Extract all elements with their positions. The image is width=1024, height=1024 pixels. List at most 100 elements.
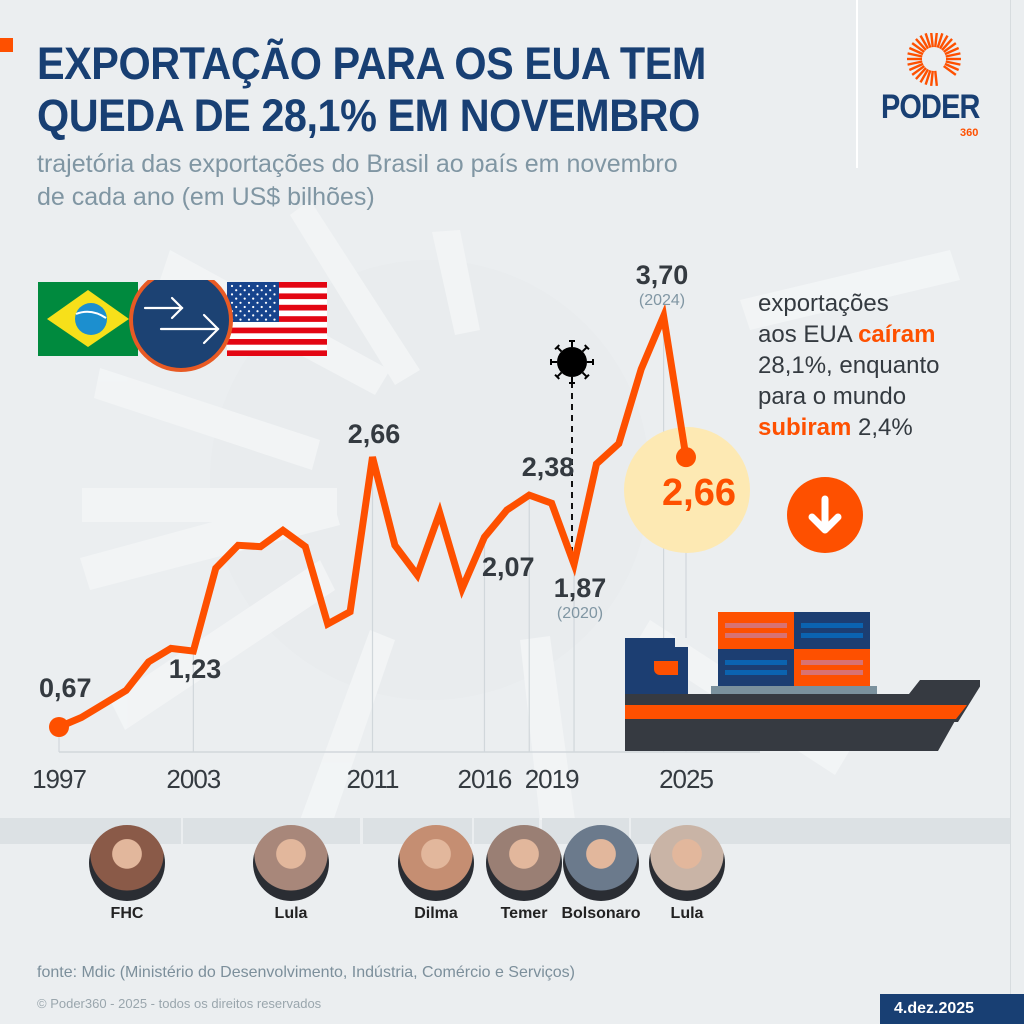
data-label-2024: 3,70: [636, 260, 689, 290]
flag-star: [243, 297, 246, 300]
president-photo-avatar: [89, 825, 165, 901]
president-name: Lula: [274, 905, 308, 922]
virus-icon: [550, 340, 594, 384]
flag-star: [264, 318, 268, 321]
flag-star: [264, 310, 268, 313]
data-label-2018: 2,38: [522, 452, 575, 482]
flag-star: [239, 301, 242, 304]
flag-star: [269, 305, 272, 309]
flag-star: [252, 305, 255, 309]
data-label-2011: 2,66: [348, 419, 401, 449]
data-label-2003: 1,23: [169, 654, 222, 684]
page-subtitle: trajetória das exportações do Brasil ao …: [37, 148, 837, 214]
data-label-2020: 1,87: [554, 573, 607, 603]
data-label-2025: 2,66: [662, 472, 736, 514]
logo-ray: [915, 67, 927, 80]
subtitle-line-2: de cada ano (em US$ bilhões): [37, 183, 375, 211]
flag-star: [264, 293, 268, 296]
flag-star: [264, 301, 268, 304]
logo-ray: [938, 35, 949, 50]
flag-star: [247, 284, 251, 288]
virus-spike-tip: [584, 344, 590, 350]
flag-star: [256, 301, 259, 304]
flag-star: [269, 314, 272, 317]
flag-star: [239, 310, 242, 313]
president-photo-avatar: [486, 825, 562, 901]
poder360-sunburst-logo-icon: [907, 33, 961, 86]
annotation-highlight-rose: subiram: [758, 414, 852, 441]
date-badge: 4.dez.2025: [880, 994, 1024, 1024]
flag-star: [256, 293, 259, 296]
president-item: Bolsonaro: [556, 825, 646, 923]
flag-star: [230, 293, 234, 296]
flag-star: [235, 289, 238, 292]
president-name: Bolsonaro: [561, 905, 641, 922]
logo-ray: [934, 70, 939, 86]
flag-star: [235, 305, 238, 309]
annotation-line: subiram 2,4%: [758, 412, 1008, 443]
data-label-1997: 0,67: [39, 673, 92, 703]
flag-star: [247, 310, 251, 313]
logo-ray: [924, 33, 932, 48]
logo-ray: [944, 46, 960, 56]
annotation-text-part: 2,4%: [851, 414, 913, 441]
logo-ray: [908, 46, 924, 56]
flag-star: [252, 314, 255, 317]
logo-ray: [929, 70, 934, 86]
logo-ray: [945, 60, 961, 66]
logo-ray: [908, 62, 924, 72]
line-chart: 1997 2003 2011 2016 2019 2025 0,67 1,23 2,66 2,0…: [32, 260, 760, 794]
flag-star: [252, 289, 255, 292]
flag-star: [239, 293, 242, 296]
logo-ray: [919, 68, 930, 83]
flag-star: [239, 284, 242, 288]
flag-star: [235, 297, 238, 300]
flag-star: [273, 310, 276, 313]
data-point-1997: [49, 717, 69, 737]
x-tick-label: 1997: [32, 764, 86, 794]
flag-star: [247, 301, 251, 304]
president-item: Temer: [479, 825, 569, 923]
logo-ray: [936, 33, 944, 48]
logo-ray: [911, 65, 925, 76]
logo-ray: [924, 70, 932, 86]
x-tick-label: 2019: [525, 764, 579, 794]
flag-star: [264, 284, 268, 288]
flag-star: [256, 310, 259, 313]
flag-star: [230, 284, 234, 288]
covid-marker: [550, 340, 594, 560]
arrow-down-icon: [787, 477, 863, 553]
president-name: Lula: [670, 905, 704, 922]
president-item: Lula: [642, 825, 732, 923]
title-accent-marker: [0, 38, 13, 52]
flag-star: [260, 297, 263, 300]
flag-star: [256, 318, 259, 321]
flag-star: [243, 305, 246, 309]
flag-star: [260, 289, 263, 292]
president-item: Lula: [246, 825, 336, 923]
logo-wordmark: PODER: [881, 88, 980, 126]
data-point-2025: [676, 447, 696, 468]
logo-ray: [943, 65, 957, 76]
virus-spike-tip: [584, 374, 590, 380]
logo-subtext: 360: [960, 127, 979, 139]
president-name: FHC: [110, 905, 144, 922]
x-tick-label: 2003: [166, 764, 220, 794]
arrows-circle-icon: [129, 280, 233, 372]
logo-ray: [907, 52, 923, 58]
president-name: Dilma: [414, 905, 458, 922]
annotation-text: exportações aos EUA caíram 28,1%, enquan…: [758, 288, 1008, 443]
flag-star: [273, 318, 276, 321]
president-photo-avatar: [398, 825, 474, 901]
flag-star: [247, 293, 251, 296]
president-name: Temer: [500, 905, 548, 922]
x-tick-label: 2016: [458, 764, 512, 794]
flag-star: [230, 301, 234, 304]
header-divider: [856, 0, 858, 168]
flag-star: [243, 314, 246, 317]
annotation-text-part: aos EUA: [758, 321, 859, 348]
logo-ray: [944, 62, 960, 72]
data-label-year-2024: (2024): [639, 292, 685, 309]
page-title: EXPORTAÇÃO PARA OS EUA TEM QUEDA DE 28,1…: [37, 38, 755, 142]
annotation-line: 28,1%, enquanto: [758, 352, 940, 379]
